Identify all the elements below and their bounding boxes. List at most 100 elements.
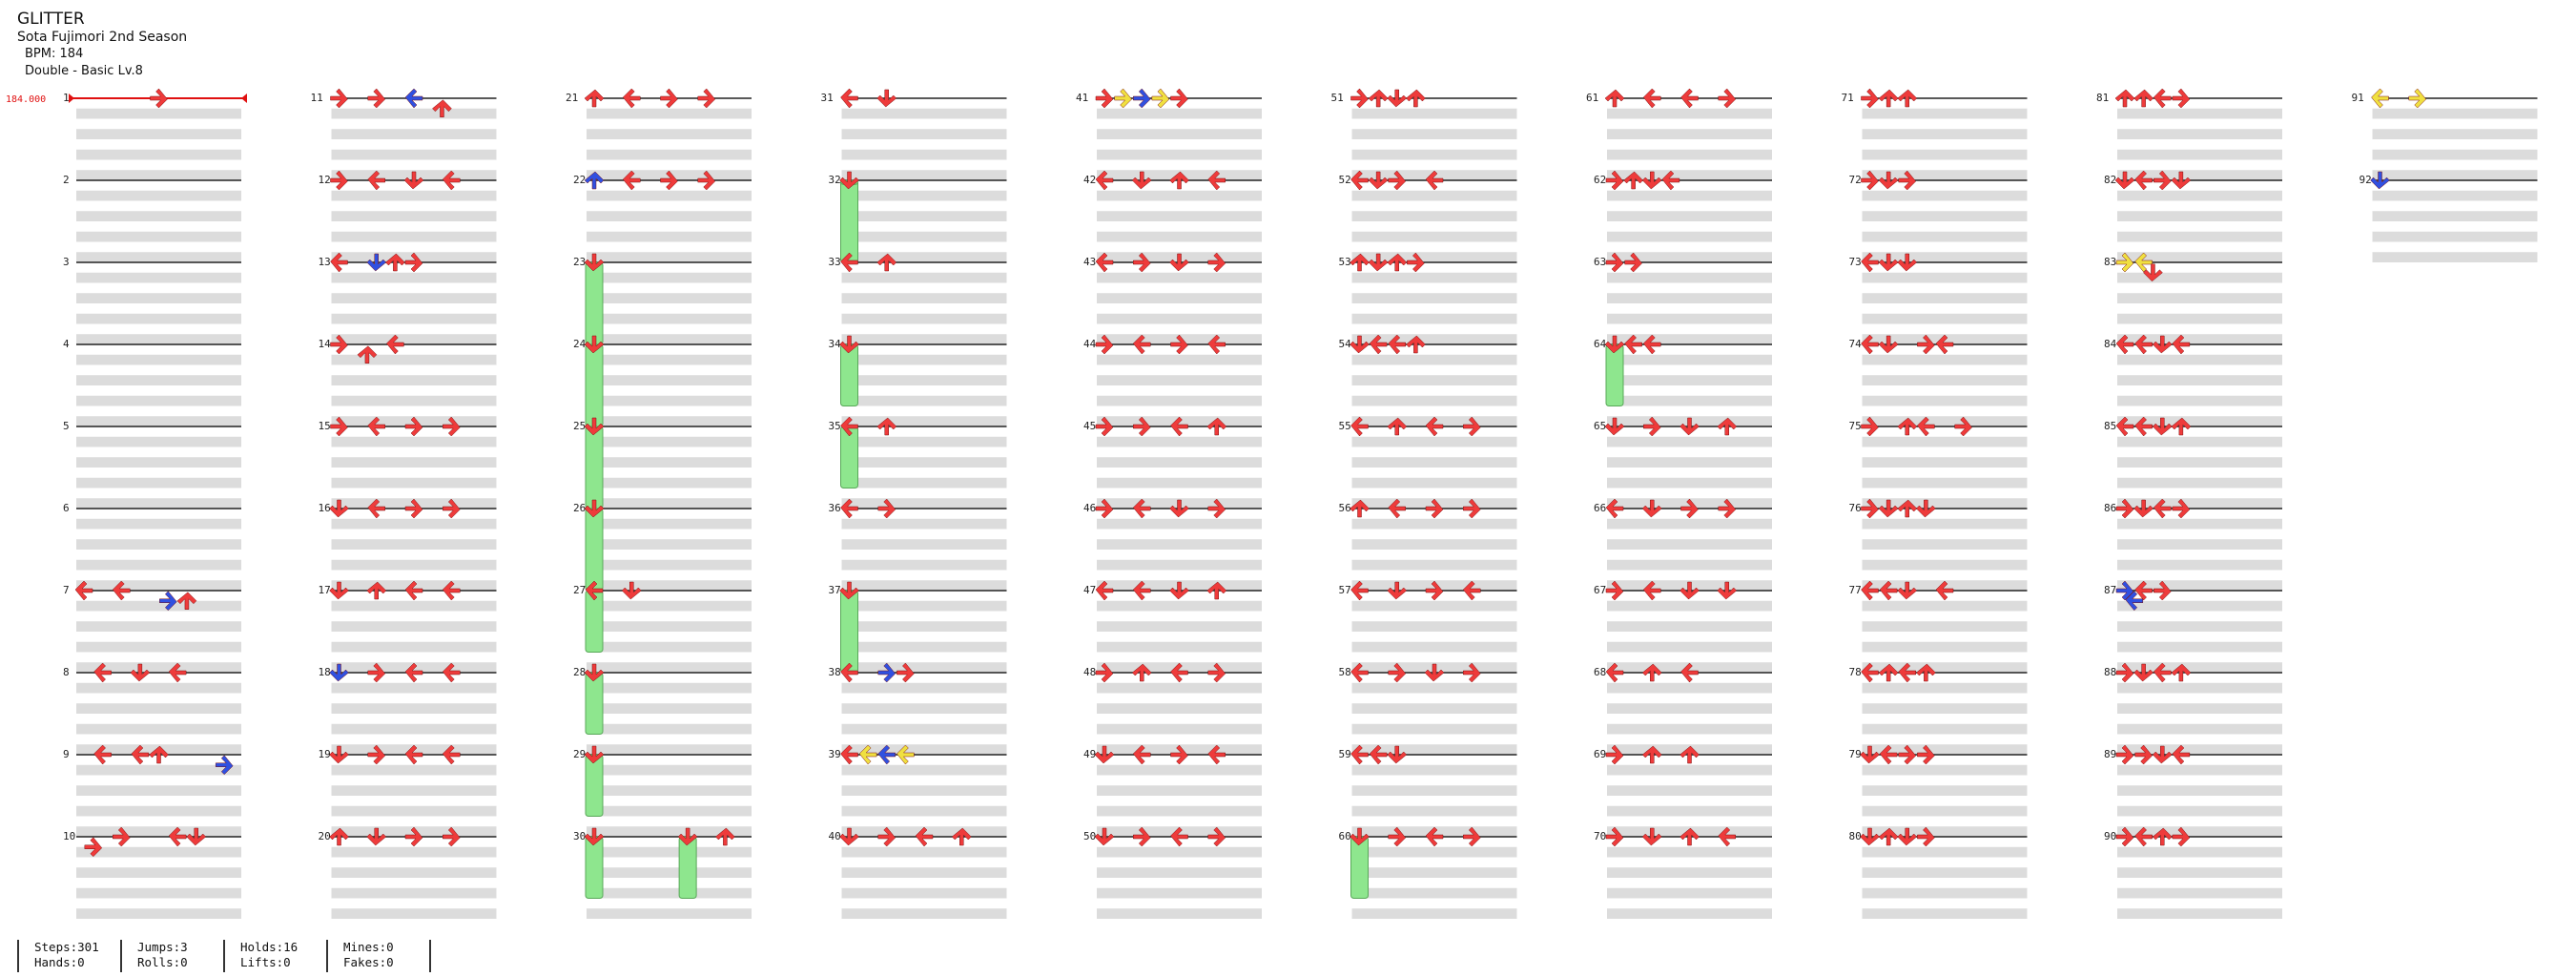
step-arrow-right — [150, 88, 168, 109]
beat-band — [331, 190, 497, 201]
arrow-shape — [1350, 335, 1370, 354]
step-arrow-right — [443, 826, 461, 847]
step-arrow-down — [1916, 499, 1936, 518]
beat-band — [331, 559, 497, 571]
arrow-shape — [404, 252, 423, 273]
beat-band — [587, 703, 752, 714]
step-arrow-left — [168, 662, 187, 683]
beat-band — [587, 600, 752, 612]
arrow-shape — [1170, 416, 1188, 437]
step-arrow-left — [1207, 170, 1226, 191]
step-arrow-left — [840, 662, 858, 683]
beat-band — [1862, 293, 2028, 303]
arrow-shape — [1878, 253, 1899, 272]
arrow-shape — [2125, 591, 2144, 612]
step-arrow-left — [840, 416, 858, 437]
beat-band — [1097, 539, 1262, 550]
measure-number: 13 — [319, 256, 331, 268]
step-arrow-left — [1369, 744, 1388, 765]
beat-band — [841, 908, 1007, 919]
step-arrow-up — [1680, 827, 1700, 846]
arrow-shape — [1133, 826, 1151, 847]
step-arrow-right — [1095, 88, 1114, 109]
step-arrow-left — [1861, 580, 1879, 601]
beat-band — [331, 129, 497, 139]
step-arrow-left — [2153, 88, 2172, 109]
beat-band — [2117, 129, 2282, 139]
beat-band — [1607, 703, 1772, 714]
beat-band — [1862, 354, 2028, 365]
arrow-shape — [1861, 416, 1879, 437]
arrow-shape — [1605, 580, 1624, 601]
step-arrow-right — [1605, 170, 1624, 191]
step-arrow-down — [1131, 171, 1152, 190]
beat-band — [76, 375, 241, 385]
step-arrow-down — [1680, 417, 1700, 436]
arrow-shape — [877, 498, 896, 519]
beat-band — [1351, 190, 1517, 201]
beat-band — [331, 354, 497, 365]
beat-band — [1351, 744, 1517, 755]
beat-band — [1097, 559, 1262, 571]
step-arrow-left — [1425, 170, 1444, 191]
beat-band — [587, 764, 752, 776]
arrow-shape — [1605, 498, 1624, 519]
step-arrow-left — [1642, 334, 1661, 355]
arrow-shape — [329, 745, 349, 764]
step-arrow-left — [2153, 498, 2172, 519]
measure-number: 28 — [573, 666, 586, 678]
measure-number: 24 — [573, 338, 587, 350]
arrow-shape — [584, 253, 605, 272]
step-arrow-down — [1717, 581, 1738, 600]
beat-band — [331, 477, 497, 488]
beat-band — [1862, 805, 2028, 817]
arrow-shape — [215, 755, 234, 776]
step-arrow-right — [1133, 416, 1151, 437]
step-arrow-left — [1462, 580, 1481, 601]
beat-band — [841, 313, 1007, 324]
step-arrow-down — [329, 663, 349, 682]
beat-band — [1351, 211, 1517, 221]
measure-number: 26 — [573, 502, 586, 514]
arrow-shape — [1169, 171, 1189, 190]
measure-number: 47 — [1083, 584, 1096, 596]
beat-band — [587, 682, 752, 694]
arrow-shape — [2134, 170, 2153, 191]
beat-band — [1607, 252, 1772, 262]
step-arrow-down — [329, 581, 349, 600]
arrow-shape — [1898, 662, 1916, 683]
arrow-shape — [1207, 334, 1226, 355]
stat-divider — [429, 940, 431, 972]
step-arrow-right — [1207, 662, 1226, 683]
arrow-shape — [877, 662, 896, 683]
step-arrow-left — [1425, 826, 1444, 847]
arrow-shape — [367, 88, 386, 109]
beat-band — [76, 887, 241, 899]
step-arrow-down — [1878, 499, 1899, 518]
beat-band — [2117, 785, 2282, 796]
beat-band — [1607, 621, 1772, 632]
step-arrow-right — [1425, 580, 1444, 601]
beat-band — [1862, 190, 2028, 201]
arrow-shape — [2134, 334, 2153, 355]
step-arrow-up — [1368, 89, 1389, 108]
arrow-shape — [1368, 89, 1389, 108]
step-arrow-right — [2172, 88, 2191, 109]
step-arrow-up — [357, 345, 378, 364]
beat-band — [2117, 662, 2282, 673]
beat-band — [1097, 149, 1262, 160]
beat-band — [587, 662, 752, 673]
beat-band — [587, 887, 752, 899]
arrow-shape — [93, 744, 112, 765]
beat-band — [2117, 518, 2282, 530]
step-arrow-left — [2134, 334, 2153, 355]
beat-band — [1862, 436, 2028, 447]
arrow-shape — [404, 662, 423, 683]
beat-band — [331, 867, 497, 878]
measure-number: 56 — [1339, 502, 1351, 514]
beat-band — [1351, 272, 1517, 283]
arrow-shape — [113, 826, 131, 847]
step-arrow-left — [1425, 416, 1444, 437]
step-arrow-down — [677, 827, 698, 846]
beat-band — [2117, 477, 2282, 488]
